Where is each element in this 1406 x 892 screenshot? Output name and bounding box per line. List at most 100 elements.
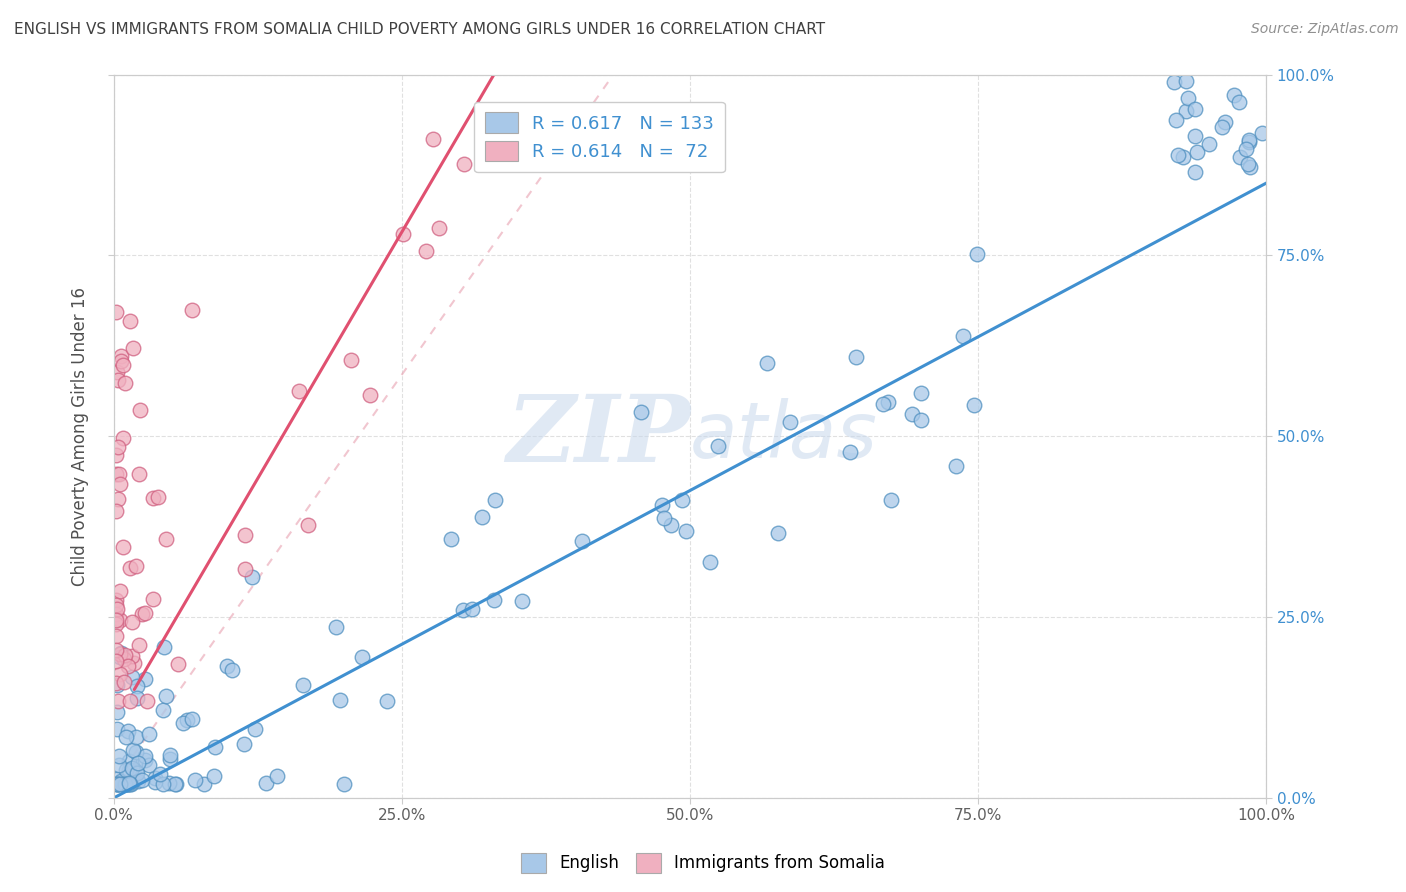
Point <box>1164 113 1187 128</box>
Point <box>107 373 129 387</box>
Point <box>104 504 127 518</box>
Point <box>110 613 132 627</box>
Point <box>118 775 141 789</box>
Point <box>143 771 166 785</box>
Point <box>134 753 156 767</box>
Point <box>105 602 128 616</box>
Point <box>105 776 128 790</box>
Point <box>117 723 139 738</box>
Point <box>235 561 257 575</box>
Point <box>1237 135 1260 149</box>
Point <box>143 775 166 789</box>
Point <box>104 617 127 632</box>
Point <box>127 690 149 705</box>
Point <box>202 768 225 782</box>
Point <box>142 591 165 606</box>
Point <box>155 532 177 546</box>
Point <box>1229 150 1251 164</box>
Point <box>131 773 153 788</box>
Point <box>152 776 174 790</box>
Text: ENGLISH VS IMMIGRANTS FROM SOMALIA CHILD POVERTY AMONG GIRLS UNDER 16 CORRELATIO: ENGLISH VS IMMIGRANTS FROM SOMALIA CHILD… <box>14 22 825 37</box>
Point <box>1173 150 1195 164</box>
Point <box>484 493 506 508</box>
Point <box>105 677 128 691</box>
Point <box>131 607 153 621</box>
Point <box>114 776 136 790</box>
Point <box>471 510 494 524</box>
Point <box>707 440 730 454</box>
Point <box>204 739 226 754</box>
Point <box>165 776 187 790</box>
Point <box>184 772 207 787</box>
Point <box>108 476 131 491</box>
Point <box>1166 148 1188 162</box>
Point <box>350 650 373 665</box>
Point <box>104 629 127 643</box>
Point <box>427 221 450 235</box>
Point <box>243 722 266 736</box>
Point <box>630 405 652 419</box>
Point <box>1163 75 1185 89</box>
Point <box>107 440 129 454</box>
Point <box>1227 95 1250 110</box>
Point <box>117 776 139 790</box>
Point <box>115 776 138 790</box>
Point <box>105 776 128 790</box>
Point <box>149 767 172 781</box>
Point <box>104 675 127 690</box>
Point <box>1237 157 1260 171</box>
Point <box>155 689 177 703</box>
Point <box>872 397 894 411</box>
Point <box>193 776 215 790</box>
Point <box>107 491 129 506</box>
Point <box>110 354 132 368</box>
Point <box>117 658 139 673</box>
Point <box>105 449 128 463</box>
Point <box>111 540 134 554</box>
Point <box>1211 120 1233 134</box>
Point <box>699 555 721 569</box>
Point <box>104 655 127 669</box>
Point <box>1184 164 1206 178</box>
Text: ZIP: ZIP <box>506 392 690 482</box>
Point <box>606 125 628 139</box>
Point <box>651 499 673 513</box>
Point <box>165 776 187 790</box>
Point <box>1184 128 1206 143</box>
Point <box>297 518 319 533</box>
Point <box>104 467 127 482</box>
Point <box>107 694 129 708</box>
Point <box>329 693 352 707</box>
Point <box>122 764 145 778</box>
Point <box>107 467 129 481</box>
Point <box>121 648 143 663</box>
Point <box>172 716 194 731</box>
Point <box>1251 126 1274 140</box>
Point <box>110 349 132 363</box>
Point <box>110 646 132 660</box>
Point <box>901 407 924 421</box>
Point <box>127 756 149 771</box>
Legend: R = 0.617   N = 133, R = 0.614   N =  72: R = 0.617 N = 133, R = 0.614 N = 72 <box>474 102 724 172</box>
Point <box>108 649 131 664</box>
Point <box>112 652 135 666</box>
Point <box>110 773 132 788</box>
Point <box>120 694 142 708</box>
Point <box>422 132 444 146</box>
Point <box>105 776 128 790</box>
Point <box>240 570 263 584</box>
Point <box>104 593 127 607</box>
Point <box>146 490 169 504</box>
Point <box>121 760 143 774</box>
Point <box>569 125 592 139</box>
Point <box>180 303 202 318</box>
Point <box>1239 160 1261 174</box>
Point <box>105 365 128 379</box>
Point <box>112 431 135 445</box>
Point <box>952 329 974 343</box>
Point <box>127 774 149 789</box>
Point <box>114 648 136 663</box>
Point <box>1184 102 1206 116</box>
Point <box>121 342 143 356</box>
Point <box>105 722 128 736</box>
